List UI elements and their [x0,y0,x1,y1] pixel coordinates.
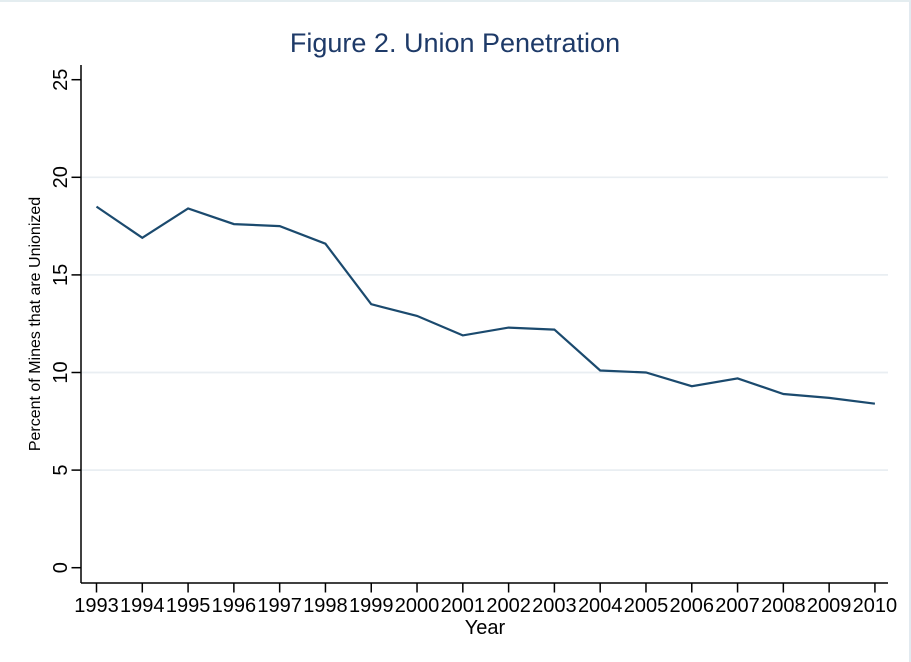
gridlines [81,176,888,471]
y-tick-label-25: 25 [50,69,72,91]
chart-title: Figure 2. Union Penetration [290,28,620,58]
y-axis-title: Percent of Mines that are Unionized [27,197,44,451]
x-tick-label-1999: 1999 [349,595,394,617]
x-tick-label-1994: 1994 [120,595,165,617]
x-tick-label-2008: 2008 [761,595,806,617]
x-tick-label-2006: 2006 [670,595,715,617]
union-penetration-series-line [95,205,876,405]
y-tick-label-10: 10 [50,361,72,383]
x-tick-label-2003: 2003 [532,595,577,617]
x-tick-label-1997: 1997 [257,595,302,617]
x-tick-label-1996: 1996 [212,595,257,617]
x-tick-label-2009: 2009 [807,595,852,617]
x-tick-label-1993: 1993 [74,595,119,617]
x-tick-label-2001: 2001 [441,595,486,617]
x-axis-ticks: 1993 1994 1995 1996 1997 1998 1999 2000 2001 2002… [74,583,897,617]
x-tick-label-1998: 1998 [303,595,348,617]
x-tick-label-2010: 2010 [853,595,898,617]
x-tick-label-2005: 2005 [624,595,669,617]
x-tick-label-1995: 1995 [166,595,211,617]
x-tick-label-2002: 2002 [486,595,531,617]
y-tick-label-15: 15 [50,264,72,286]
x-tick-label-2004: 2004 [578,595,623,617]
y-tick-label-5: 5 [50,465,72,476]
x-tick-label-2000: 2000 [395,595,440,617]
axes [80,65,888,584]
x-axis-title: Year [465,617,506,639]
y-tick-label-0: 0 [50,562,72,573]
y-tick-label-20: 20 [50,166,72,188]
y-axis-ticks: 0 5 10 15 20 25 [50,69,81,573]
x-tick-label-2007: 2007 [715,595,760,617]
